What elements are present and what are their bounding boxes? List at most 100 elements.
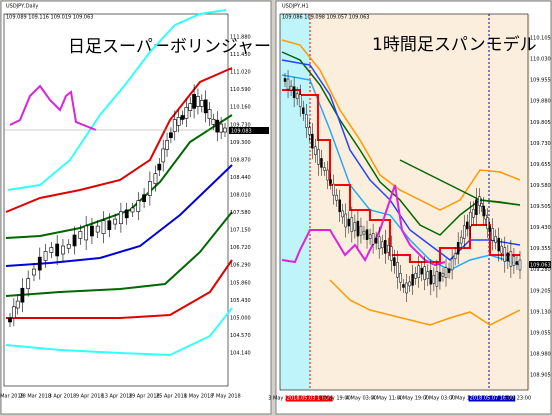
candle-body [219, 123, 224, 133]
y-axis-label: 109.880 [530, 99, 551, 105]
candle-body [61, 245, 65, 255]
candle-body [332, 183, 335, 196]
window-title: USDJPY,H1 [282, 4, 309, 10]
candle-body [157, 163, 162, 171]
x-axis-label: 7 May 2018 [211, 394, 240, 400]
candle-body [506, 252, 510, 262]
candle-body [426, 271, 430, 279]
candle-body [362, 230, 366, 235]
candle-body [365, 229, 369, 240]
window-title: USDJPY,Daily [6, 4, 38, 10]
x-axis-label: 4 May 19:00 [398, 396, 429, 402]
y-axis-label: 110.590 [230, 87, 251, 93]
chart-heading: 1時間足スパンモデル [372, 34, 537, 55]
candle-body [136, 200, 141, 212]
x-label-highlight [468, 395, 516, 402]
candle-body [393, 257, 396, 266]
candle-body [390, 246, 393, 261]
candle-body [165, 140, 169, 150]
candle-body [211, 119, 216, 125]
candle-body [411, 274, 414, 286]
x-axis-label: 25 Apr 2018 [156, 394, 187, 400]
candle-body [43, 251, 48, 261]
candle-body [147, 181, 152, 196]
y-axis-label: 108.980 [530, 351, 551, 357]
candle-body [447, 268, 451, 273]
x-axis-label: 3 Apr 2018 [49, 394, 77, 400]
candle-body [314, 146, 317, 156]
y-axis-label: 109.805 [530, 120, 551, 126]
candle-body [292, 86, 296, 98]
candle-body [8, 317, 12, 323]
y-axis-label: 109.730 [230, 122, 251, 128]
y-axis-label: 111.020 [230, 70, 251, 76]
y-axis-label: 109.655 [530, 162, 551, 168]
candle-body [37, 256, 42, 271]
candle-body [466, 221, 469, 230]
candle-body [215, 119, 220, 133]
y-axis-label: 105.000 [230, 315, 251, 321]
x-axis-label: 28 Mar 2018 [19, 394, 51, 400]
candle-body [408, 281, 411, 287]
candle-body [26, 278, 31, 289]
candle-body [438, 271, 442, 282]
candle-body [55, 243, 60, 257]
candle-body [478, 196, 481, 206]
candle-body [435, 270, 439, 287]
candle-body [484, 214, 487, 220]
candle-body [518, 259, 522, 271]
candle-body [176, 117, 181, 126]
candle-body [15, 300, 20, 309]
y-axis-label: 109.955 [530, 78, 551, 84]
candle-body [203, 99, 208, 114]
candle-body [78, 231, 83, 239]
candle-body [289, 85, 293, 91]
candle-body [326, 169, 329, 181]
candle-body [283, 78, 287, 82]
candles [283, 70, 522, 302]
y-axis-label: 108.870 [230, 157, 251, 163]
x-label-highlight [285, 395, 333, 402]
candle-body [387, 245, 390, 253]
candle-body [497, 237, 500, 252]
y-axis-label: 109.205 [530, 288, 551, 294]
candle-body [356, 220, 360, 237]
candle-body [491, 228, 494, 241]
x-axis-label: 7 May 03:00 [424, 396, 455, 402]
y-axis-label: 106.720 [230, 245, 251, 251]
y-axis-label: 105.430 [230, 298, 251, 304]
candle-body [353, 222, 357, 231]
x-axis-label: 4 May 11:00 [372, 396, 403, 402]
candle-body [402, 284, 405, 288]
candle-body [486, 217, 489, 229]
candle-body [95, 225, 100, 233]
candle-body [286, 78, 290, 90]
y-axis-label: 107.580 [230, 210, 251, 216]
y-axis-label: 109.300 [230, 140, 251, 146]
candle-body [184, 107, 189, 119]
candle-body [317, 149, 320, 165]
candle-body [423, 266, 426, 280]
y-axis-label: 105.860 [230, 280, 251, 286]
candle-body [377, 236, 381, 250]
candle-body [301, 107, 305, 115]
candle-body [475, 199, 478, 215]
candle-body [320, 158, 323, 168]
x-axis-label: 3 May 2018 [268, 396, 297, 402]
candle-body [169, 132, 173, 139]
y-axis-label: 108.010 [230, 193, 251, 199]
candle-body [450, 258, 454, 271]
candle-body [469, 212, 472, 227]
price-label: 109.063 [530, 263, 551, 269]
x-axis-label: 3 May 19:00 [320, 396, 351, 402]
candle-body [482, 205, 485, 217]
candle-body [462, 225, 466, 239]
candle-body [509, 251, 513, 267]
candle-body [90, 225, 94, 237]
y-axis-label: 109.355 [530, 246, 551, 252]
candle-body [172, 119, 177, 132]
candle-body [311, 133, 314, 149]
candle-body [512, 256, 516, 266]
candle-body [472, 209, 475, 218]
